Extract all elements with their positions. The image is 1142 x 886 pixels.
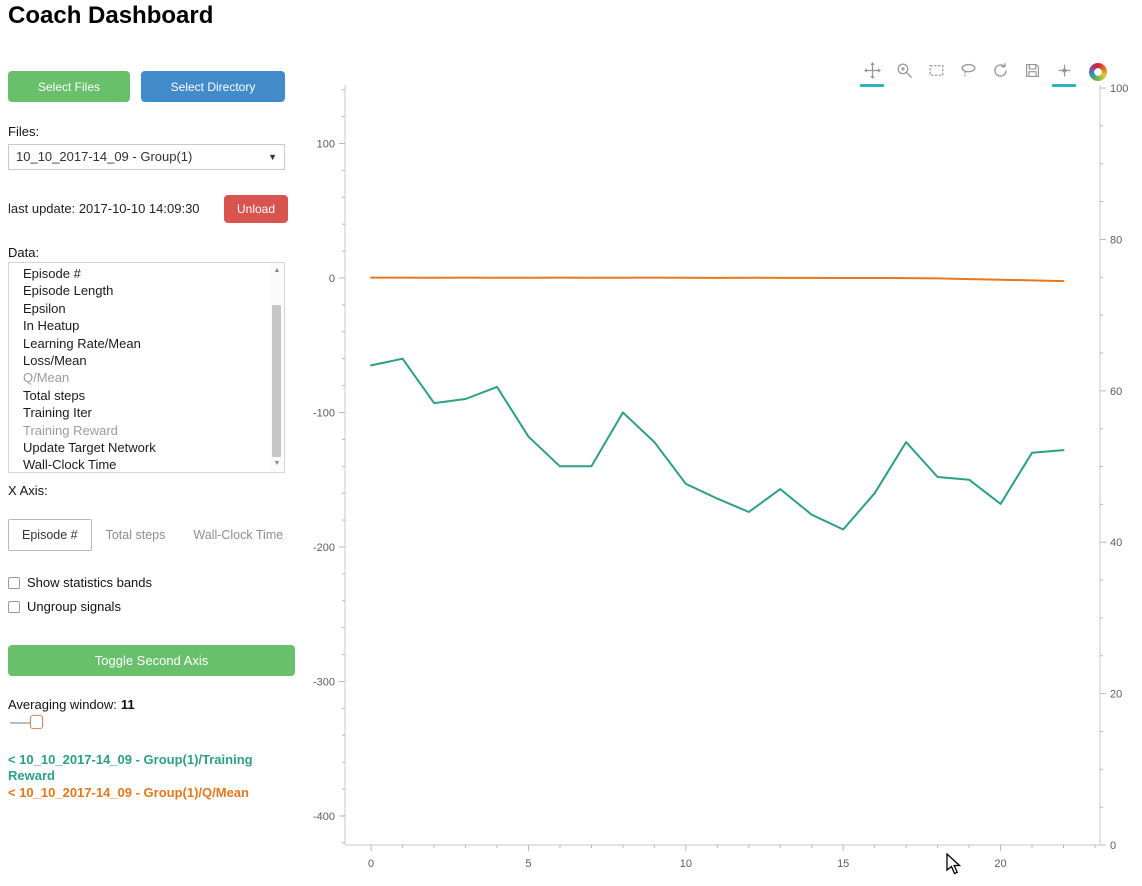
- averaging-window-value: 11: [120, 697, 135, 712]
- data-list: Episode # Episode Length Epsilon In Heatup L…: [8, 262, 285, 473]
- x-axis-option-episode[interactable]: Episode #: [8, 519, 92, 551]
- right-y-tick-label: 0: [1110, 840, 1116, 852]
- files-dropdown[interactable]: 10_10_2017-14_09 - Group(1) ▼: [8, 144, 285, 170]
- data-list-item-training-iter[interactable]: Training Iter: [23, 405, 92, 421]
- averaging-window: Averaging window: 11: [8, 697, 135, 712]
- data-list-item-wall-clock-time[interactable]: Wall-Clock Time: [23, 457, 117, 473]
- checkbox-show-statistics-bands[interactable]: [8, 576, 20, 589]
- plot-toolbar: [860, 57, 1107, 87]
- pan-tool-button[interactable]: [860, 58, 884, 87]
- x-axis-label: X Axis:: [8, 483, 48, 498]
- data-list-item-episode[interactable]: Episode #: [23, 266, 81, 281]
- reset-tool-button[interactable]: [988, 58, 1012, 87]
- data-list-item-training-reward[interactable]: Training Reward: [23, 422, 118, 438]
- checkbox-row-ungroup-signals[interactable]: Ungroup signals: [8, 599, 152, 614]
- last-update-text: last update: 2017-10-10 14:09:30: [8, 201, 200, 216]
- page-title: Coach Dashboard: [8, 2, 214, 29]
- active-tool-indicator: [1052, 83, 1076, 87]
- x-axis-button-group: Episode # Total steps Wall-Clock Time: [8, 519, 297, 551]
- pan-icon: [863, 61, 881, 79]
- data-list-scrollbar[interactable]: ▲ ▼: [270, 263, 284, 472]
- data-list-item-loss-mean[interactable]: Loss/Mean: [23, 352, 87, 368]
- right-y-tick-label: 100: [1110, 83, 1128, 95]
- chart-legend: < 10_10_2017-14_09 - Group(1)/Training R…: [8, 752, 296, 803]
- right-y-tick-label: 60: [1110, 386, 1122, 398]
- data-list-item-update-target-network[interactable]: Update Target Network: [23, 439, 156, 455]
- box-select-tool-button[interactable]: [924, 58, 948, 87]
- series-line-10-10-2017-14-09-group-1-q-mean: [370, 276, 1065, 283]
- right-y-tick-label: 80: [1110, 234, 1122, 246]
- right-y-tick-label: 20: [1110, 689, 1122, 701]
- checkbox-row-show-statistics-bands[interactable]: Show statistics bands: [8, 575, 152, 590]
- averaging-window-label: Averaging window:: [8, 697, 117, 712]
- data-list-item-learning-rate-mean[interactable]: Learning Rate/Mean: [23, 335, 141, 351]
- unload-button[interactable]: Unload: [224, 195, 288, 223]
- checkbox-label-show-statistics-bands: Show statistics bands: [27, 575, 153, 590]
- left-y-tick-label: 100: [317, 139, 335, 151]
- right-y-tick-label: 40: [1110, 537, 1122, 549]
- left-y-tick-label: 0: [329, 273, 335, 285]
- box-zoom-tool-button[interactable]: [892, 58, 916, 87]
- reset-icon: [993, 62, 1007, 77]
- box-select-icon: [929, 64, 943, 76]
- data-list-item-in-heatup[interactable]: In Heatup: [23, 318, 80, 334]
- save-icon: [1025, 63, 1039, 77]
- toggle-second-axis-button[interactable]: Toggle Second Axis: [8, 645, 295, 676]
- data-list-item-epsilon[interactable]: Epsilon: [23, 300, 66, 316]
- hover-icon: [1058, 64, 1070, 76]
- left-y-tick-label: -400: [313, 811, 335, 823]
- averaging-window-slider[interactable]: [8, 714, 54, 731]
- slider-track: [10, 722, 34, 724]
- files-label: Files:: [8, 124, 40, 139]
- active-tool-indicator: [860, 83, 884, 87]
- lasso-select-tool-button[interactable]: [956, 58, 980, 87]
- bokeh-logo[interactable]: [1089, 63, 1107, 81]
- left-y-tick-label: -300: [313, 676, 335, 688]
- sidebar: Select Files Select Directory Files: 10_…: [0, 0, 300, 881]
- left-y-tick-label: -200: [313, 542, 335, 554]
- save-tool-button[interactable]: [1020, 58, 1044, 87]
- legend-entry-0[interactable]: < 10_10_2017-14_09 - Group(1)/Training R…: [8, 752, 253, 783]
- x-tick-label: 20: [994, 858, 1006, 870]
- x-tick-label: 0: [368, 858, 374, 870]
- scrollbar-thumb[interactable]: [272, 305, 281, 457]
- checkbox-ungroup-signals[interactable]: [8, 600, 20, 613]
- scroll-down-icon[interactable]: ▼: [273, 460, 281, 467]
- data-label: Data:: [8, 245, 40, 260]
- data-list-item-q-mean[interactable]: Q/Mean: [23, 370, 70, 386]
- hover-tool-button[interactable]: [1052, 58, 1076, 87]
- files-dropdown-value: 10_10_2017-14_09 - Group(1): [16, 149, 193, 164]
- x-tick-label: 5: [525, 858, 531, 870]
- x-axis-option-total-steps[interactable]: Total steps: [105, 528, 166, 542]
- left-y-tick-label: -100: [313, 407, 335, 419]
- x-axis-option-wall-clock-time[interactable]: Wall-Clock Time: [193, 528, 284, 542]
- select-files-button[interactable]: Select Files: [8, 71, 130, 102]
- checkbox-area: Show statistics bands Ungroup signals: [8, 575, 152, 623]
- data-list-item-total-steps[interactable]: Total steps: [23, 387, 86, 403]
- scroll-up-icon[interactable]: ▲: [273, 267, 281, 274]
- data-list-items: Episode # Episode Length Epsilon In Heatup L…: [9, 265, 270, 473]
- chevron-down-icon: ▼: [268, 152, 277, 162]
- box-zoom-icon: [897, 63, 912, 78]
- legend-entry-1[interactable]: < 10_10_2017-14_09 - Group(1)/Q/Mean: [8, 785, 249, 800]
- lasso-select-icon: [961, 63, 975, 77]
- select-directory-button[interactable]: Select Directory: [141, 71, 285, 102]
- slider-handle[interactable]: [30, 715, 43, 729]
- checkbox-label-ungroup-signals: Ungroup signals: [27, 599, 121, 614]
- series-line-10-10-2017-14-09-group-1-training-reward: [370, 357, 1065, 531]
- x-tick-label: 15: [837, 858, 849, 870]
- data-list-item-episode-length[interactable]: Episode Length: [23, 283, 114, 299]
- x-tick-label: 10: [680, 858, 692, 870]
